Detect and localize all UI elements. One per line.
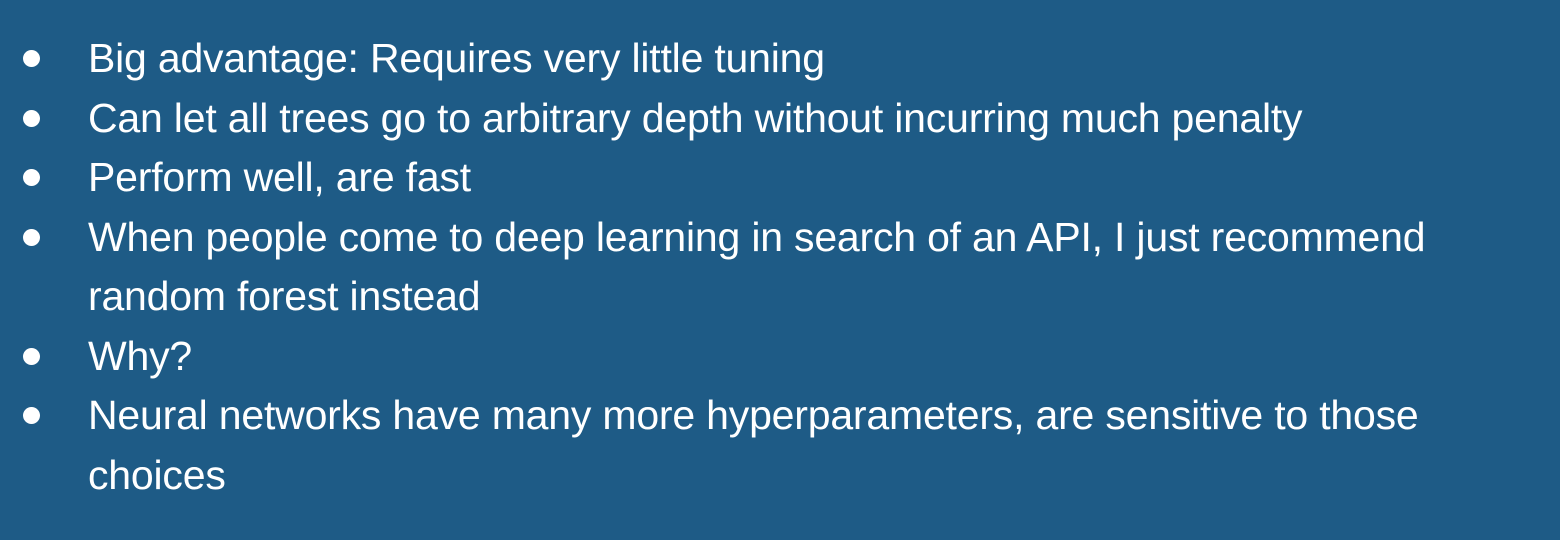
bullet-dot-icon	[23, 50, 40, 67]
bullet-text: When people come to deep learning in sea…	[88, 213, 1426, 320]
bullet-item: Perform well, are fast	[0, 148, 1560, 208]
bullet-item: Can let all trees go to arbitrary depth …	[0, 89, 1560, 149]
bullet-dot-icon	[23, 407, 40, 424]
bullet-text: Perform well, are fast	[88, 154, 471, 200]
bullet-text: Big advantage: Requires very little tuni…	[88, 35, 825, 81]
bullet-item: Why?	[0, 327, 1560, 387]
bullet-text: Why?	[88, 332, 193, 379]
bullet-list: Big advantage: Requires very little tuni…	[0, 29, 1560, 505]
bullet-text: Can let all trees go to arbitrary depth …	[88, 94, 1303, 141]
bullet-dot-icon	[23, 109, 40, 127]
bullet-text: Neural networks have many more hyperpara…	[88, 392, 1419, 498]
bullet-item: Big advantage: Requires very little tuni…	[0, 29, 1560, 89]
bullet-item: Neural networks have many more hyperpara…	[0, 386, 1560, 505]
bullet-dot-icon	[23, 347, 40, 365]
bullet-dot-icon	[23, 169, 40, 186]
bullet-dot-icon	[23, 228, 40, 246]
bullet-item: When people come to deep learning in sea…	[0, 208, 1560, 327]
